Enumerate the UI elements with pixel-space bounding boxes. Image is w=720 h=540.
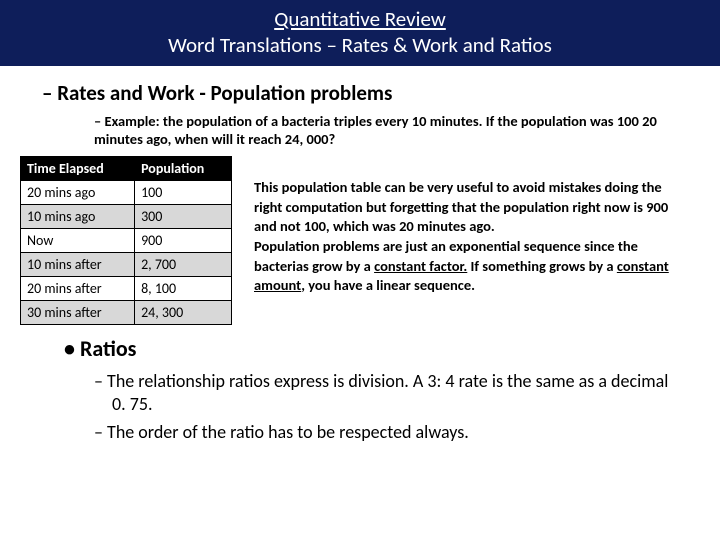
section-subheading: Rates and Work - Population problems	[42, 80, 700, 106]
header-title-line2: Word Translations – Rates & Work and Rat…	[0, 32, 720, 58]
cell-time: 10 mins ago	[21, 205, 135, 229]
table-row: 20 mins ago100	[21, 181, 232, 205]
cell-pop: 2, 700	[135, 253, 232, 277]
table-col-time: Time Elapsed	[21, 157, 135, 181]
explain-underline1: constant factor.	[374, 257, 467, 275]
table-row: 10 mins after2, 700	[21, 253, 232, 277]
cell-time: 20 mins ago	[21, 181, 135, 205]
table-row: 10 mins ago300	[21, 205, 232, 229]
explain-p2c: , you have a linear sequence.	[301, 276, 475, 294]
cell-pop: 24, 300	[135, 301, 232, 325]
ratios-item: The order of the ratio has to be respect…	[94, 421, 670, 444]
table-header-row: Time Elapsed Population	[21, 157, 232, 181]
slide-header: Quantitative Review Word Translations – …	[0, 0, 720, 66]
cell-pop: 100	[135, 181, 232, 205]
cell-time: Now	[21, 229, 135, 253]
cell-time: 30 mins after	[21, 301, 135, 325]
example-text: Example: the population of a bacteria tr…	[94, 112, 670, 148]
table-row: 20 mins after8, 100	[21, 277, 232, 301]
table-row: 30 mins after24, 300	[21, 301, 232, 325]
slide-content: Rates and Work - Population problems Exa…	[0, 66, 720, 444]
explain-p1: This population table can be very useful…	[254, 178, 668, 235]
cell-time: 10 mins after	[21, 253, 135, 277]
explain-p2b: If something grows by a	[467, 257, 617, 275]
mid-section: Time Elapsed Population 20 mins ago100 1…	[20, 156, 700, 325]
cell-time: 20 mins after	[21, 277, 135, 301]
population-table: Time Elapsed Population 20 mins ago100 1…	[20, 156, 232, 325]
header-title-line1: Quantitative Review	[0, 6, 720, 32]
ratios-item: The relationship ratios express is divis…	[94, 370, 670, 415]
table-col-pop: Population	[135, 157, 232, 181]
cell-pop: 900	[135, 229, 232, 253]
table-row: Now900	[21, 229, 232, 253]
cell-pop: 8, 100	[135, 277, 232, 301]
ratios-heading: Ratios	[64, 335, 700, 362]
cell-pop: 300	[135, 205, 232, 229]
explanation-text: This population table can be very useful…	[254, 156, 700, 295]
